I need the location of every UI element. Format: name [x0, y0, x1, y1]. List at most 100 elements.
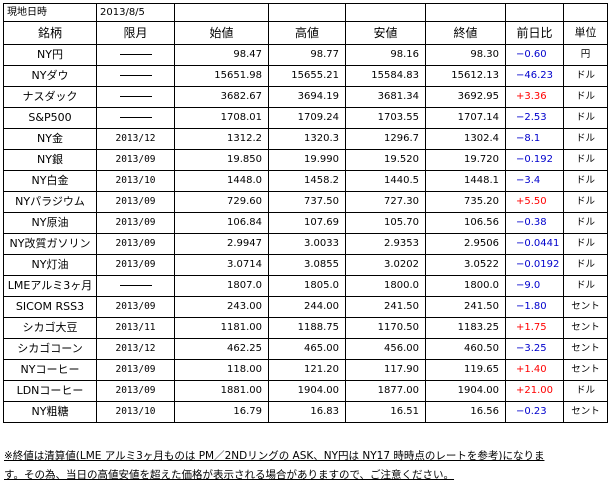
price-change: −3.4 [505, 170, 564, 192]
dash-line [119, 74, 152, 76]
high-price: 3694.19 [268, 86, 346, 108]
open-price: 243.00 [174, 296, 269, 318]
price-unit: セント [563, 317, 608, 339]
high-price: 16.83 [268, 401, 346, 423]
table-row: S&P500 1708.01 1709.24 1703.55 1707.14 −2.53 ド… [3, 107, 608, 129]
open-price: 106.84 [174, 212, 269, 234]
price-change: −2.53 [505, 107, 564, 129]
instrument-name: シカゴ大豆 [3, 317, 97, 339]
open-price: 729.60 [174, 191, 269, 213]
dash-line [119, 116, 152, 118]
no-month-dash [96, 44, 175, 66]
contract-month: 2013/09 [96, 149, 175, 171]
high-price: 98.77 [268, 44, 346, 66]
open-price: 1312.2 [174, 128, 269, 150]
instrument-name: NY粗糖 [3, 401, 97, 423]
instrument-name: NY円 [3, 44, 97, 66]
price-change: +21.00 [505, 380, 564, 402]
price-change: +1.75 [505, 317, 564, 339]
instrument-name: NY金 [3, 128, 97, 150]
high-price: 1805.0 [268, 275, 346, 297]
price-change: −0.192 [505, 149, 564, 171]
table-row: NYダウ 15651.98 15655.21 15584.83 15612.13 −46.… [3, 65, 608, 87]
instrument-name: NYコーヒー [3, 359, 97, 381]
open-price: 1181.00 [174, 317, 269, 339]
price-unit: ドル [563, 233, 608, 255]
open-price: 1708.01 [174, 107, 269, 129]
contract-month: 2013/09 [96, 296, 175, 318]
price-unit: ドル [563, 86, 608, 108]
market-table: 現地日時 2013/8/5 銘柄 限月 始値 高値 安値 終値 前日比 単位 N… [3, 3, 608, 423]
close-price: 16.56 [425, 401, 506, 423]
price-unit: 円 [563, 44, 608, 66]
close-price: 735.20 [425, 191, 506, 213]
price-unit: ドル [563, 380, 608, 402]
close-price: 15612.13 [425, 65, 506, 87]
contract-month: 2013/09 [96, 233, 175, 255]
table-row: NYパラジウム 2013/09 729.60 737.50 727.30 735.20 +5… [3, 191, 608, 213]
price-unit: ドル [563, 254, 608, 276]
instrument-name: LDNコーヒー [3, 380, 97, 402]
open-price: 3682.67 [174, 86, 269, 108]
high-price: 121.20 [268, 359, 346, 381]
low-price: 3.0202 [345, 254, 426, 276]
dash-line [119, 53, 152, 55]
price-change: +1.40 [505, 359, 564, 381]
low-price: 1877.00 [345, 380, 426, 402]
dash-line [119, 284, 152, 286]
high-price: 3.0033 [268, 233, 346, 255]
high-price: 3.0855 [268, 254, 346, 276]
contract-month: 2013/12 [96, 338, 175, 360]
low-price: 1800.0 [345, 275, 426, 297]
table-row: NY原油 2013/09 106.84 107.69 105.70 106.56 −0.38… [3, 212, 608, 234]
low-price: 117.90 [345, 359, 426, 381]
header-change: 前日比 [505, 21, 564, 45]
close-price: 460.50 [425, 338, 506, 360]
dash-line [119, 95, 152, 97]
no-month-dash [96, 86, 175, 108]
close-price: 1183.25 [425, 317, 506, 339]
price-unit: セント [563, 338, 608, 360]
price-change: −1.80 [505, 296, 564, 318]
high-price: 244.00 [268, 296, 346, 318]
date-value: 2013/8/5 [96, 3, 175, 22]
instrument-name: NY原油 [3, 212, 97, 234]
high-price: 1458.2 [268, 170, 346, 192]
no-month-dash [96, 107, 175, 129]
instrument-name: シカゴコーン [3, 338, 97, 360]
low-price: 105.70 [345, 212, 426, 234]
instrument-name: ナスダック [3, 86, 97, 108]
close-price: 241.50 [425, 296, 506, 318]
contract-month: 2013/09 [96, 254, 175, 276]
open-price: 98.47 [174, 44, 269, 66]
close-price: 1707.14 [425, 107, 506, 129]
instrument-name: NY白金 [3, 170, 97, 192]
price-change: +5.50 [505, 191, 564, 213]
price-unit: ドル [563, 170, 608, 192]
high-price: 465.00 [268, 338, 346, 360]
price-unit: セント [563, 359, 608, 381]
contract-month: 2013/10 [96, 170, 175, 192]
price-change: −0.38 [505, 212, 564, 234]
instrument-name: NYパラジウム [3, 191, 97, 213]
header-open: 始値 [174, 21, 269, 45]
contract-month: 2013/09 [96, 380, 175, 402]
open-price: 462.25 [174, 338, 269, 360]
price-change: −0.60 [505, 44, 564, 66]
open-price: 16.79 [174, 401, 269, 423]
instrument-name: NY改質ガソリン [3, 233, 97, 255]
price-change: −0.0192 [505, 254, 564, 276]
header-month: 限月 [96, 21, 175, 45]
high-price: 1904.00 [268, 380, 346, 402]
table-row: シカゴ大豆 2013/11 1181.00 1188.75 1170.50 1183.25… [3, 317, 608, 339]
table-row: シカゴコーン 2013/12 462.25 465.00 456.00 460.50 −3.… [3, 338, 608, 360]
instrument-name: LMEアルミ3ヶ月 [3, 275, 97, 297]
open-price: 1448.0 [174, 170, 269, 192]
contract-month: 2013/09 [96, 212, 175, 234]
instrument-name: NY銀 [3, 149, 97, 171]
close-price: 1800.0 [425, 275, 506, 297]
header-unit: 単位 [563, 21, 608, 45]
header-low: 安値 [345, 21, 426, 45]
instrument-name: S&P500 [3, 107, 97, 129]
high-price: 15655.21 [268, 65, 346, 87]
